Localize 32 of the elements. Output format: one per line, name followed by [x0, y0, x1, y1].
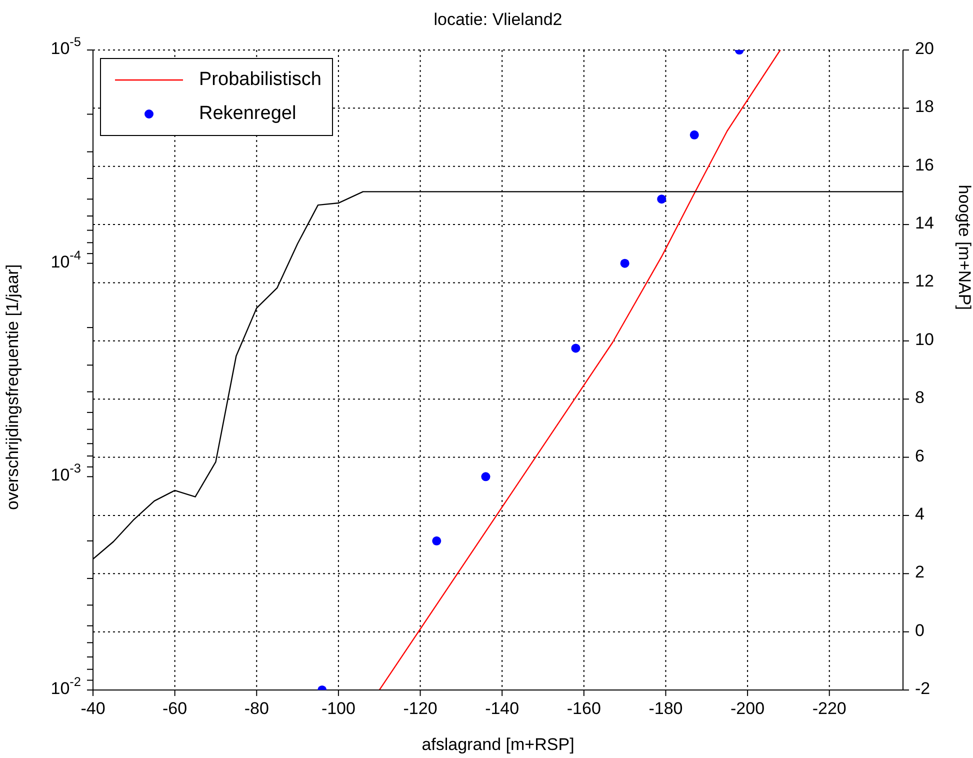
y2-tick-label: 14: [915, 214, 934, 234]
y2-tick-label: 18: [915, 98, 934, 117]
x-tick-label: -40: [80, 699, 106, 718]
y-tick-label: 10$^{-4}$: [50, 247, 81, 272]
y2-tick-label: 4: [915, 504, 924, 524]
y2-tick-label: -2: [915, 679, 930, 698]
x-tick-label: -220: [812, 699, 846, 718]
x-tick-label: -80: [244, 699, 269, 718]
y2-tick-label: 8: [915, 388, 924, 408]
y-axis-title: overschrijdingsfrequentie [1/jaar]: [3, 264, 22, 510]
x-tick-label: -120: [403, 699, 438, 718]
legend-label: Rekenregel: [199, 103, 296, 125]
x-tick-label: -140: [485, 699, 520, 718]
y2-tick-label: 12: [915, 272, 934, 292]
chart-title: locatie: Vlieland2: [432, 10, 564, 30]
legend-label: Probabilistisch: [199, 69, 322, 91]
y-tick-label: 10$^{-3}$: [50, 460, 81, 486]
x-tick-label: -160: [566, 699, 601, 718]
y2-axis-title: hoogte [m+NAP]: [954, 184, 973, 310]
y2-tick-label: 10: [915, 330, 934, 350]
x-tick-label: -100: [321, 699, 356, 718]
x-tick-label: -60: [162, 699, 188, 718]
y2-tick-label: 20: [915, 39, 934, 58]
y-tick-label: 10$^{-5}$: [50, 34, 81, 58]
x-tick-label: -200: [730, 699, 765, 718]
y2-tick-label: 16: [915, 156, 934, 175]
y2-tick-label: 0: [915, 621, 924, 640]
x-axis-title: afslagrand [m+RSP]: [422, 735, 574, 754]
y-tick-label: 10$^{-2}$: [50, 674, 81, 698]
y2-tick-label: 6: [915, 446, 924, 466]
y2-tick-label: 2: [915, 563, 924, 582]
x-tick-label: -180: [648, 699, 683, 718]
